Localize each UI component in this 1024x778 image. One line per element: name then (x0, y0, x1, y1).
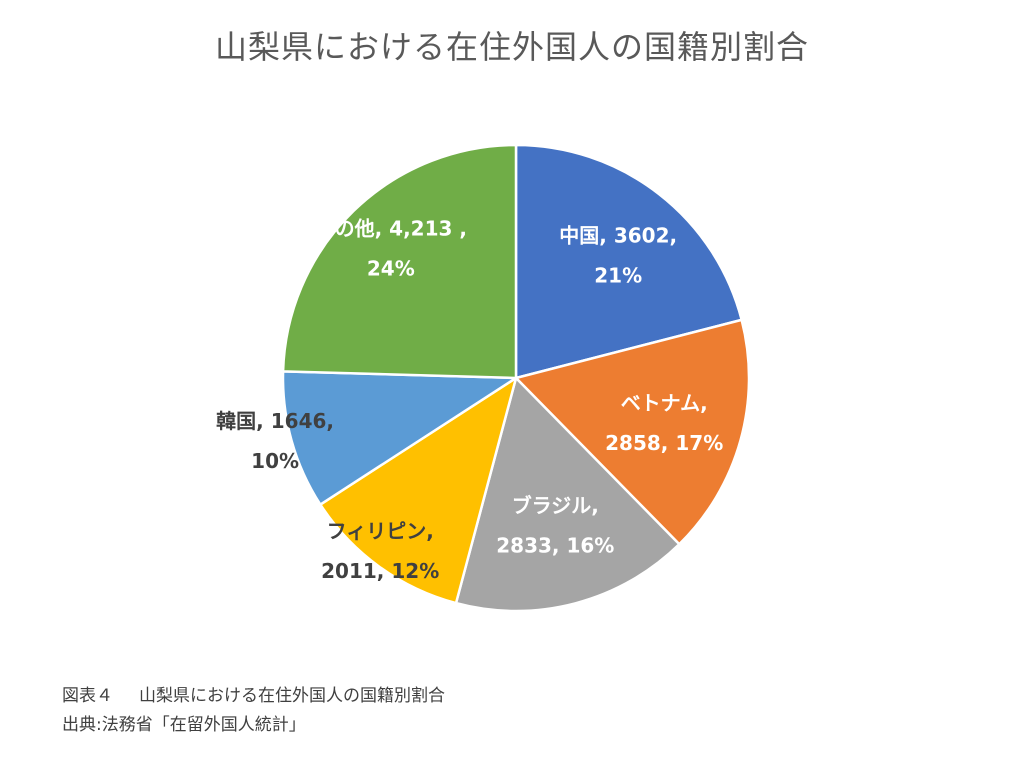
pie-slices (281, 143, 751, 613)
figure-caption-title: 山梨県における在住外国人の国籍別割合 (139, 686, 445, 706)
data-label-4: 韓国, 1646, 10% (216, 409, 334, 473)
data-label-line2: 2858, 17% (605, 431, 723, 455)
pie-slice-2 (454, 376, 681, 613)
data-label-3: フィリピン, 2011, 12% (321, 519, 439, 583)
data-label-line1: その他, 4,213 , (315, 217, 467, 241)
pie-slice-5 (281, 143, 518, 380)
data-label-line2: 24% (367, 257, 415, 281)
pie-slice-0 (514, 143, 743, 380)
pie-slice-3 (319, 376, 518, 605)
data-label-line1: 中国, 3602, (559, 224, 677, 248)
figure-label: 図表４ (62, 686, 113, 706)
data-label-2: ブラジル, 2833, 16% (496, 494, 614, 558)
pie-data-labels: 中国, 3602, 21% ベトナム, 2858, 17% ブラジル, 2833, 16%… (216, 217, 723, 583)
data-label-5: その他, 4,213 , 24% (315, 217, 467, 281)
data-label-line2: 2833, 16% (496, 534, 614, 558)
data-label-line1: ベトナム, (621, 391, 708, 415)
data-label-line2: 10% (251, 449, 299, 473)
pie-slice-1 (514, 318, 751, 546)
data-label-line1: ブラジル, (512, 494, 599, 518)
data-label-1: ベトナム, 2858, 17% (605, 391, 723, 455)
chart-title: 山梨県における在住外国人の国籍別割合 (214, 28, 809, 66)
data-label-0: 中国, 3602, 21% (559, 224, 677, 288)
data-label-line1: 韓国, 1646, (216, 409, 334, 433)
pie-slice-4 (281, 370, 518, 506)
figure-caption: 図表４ 山梨県における在住外国人の国籍別割合 出典:法務省「在留外国人統計」 (62, 682, 445, 740)
source-note: 出典:法務省「在留外国人統計」 (62, 715, 306, 735)
data-label-line1: フィリピン, (327, 519, 434, 543)
data-label-line2: 21% (594, 264, 642, 288)
data-label-line2: 2011, 12% (321, 559, 439, 583)
